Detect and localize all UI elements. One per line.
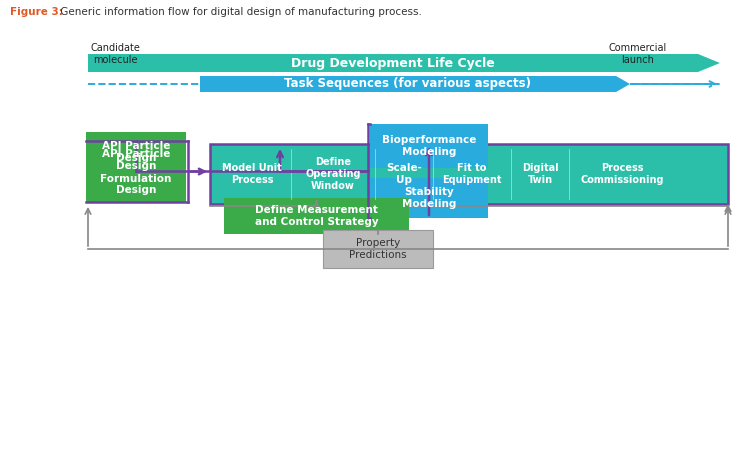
Text: Process
Commissioning: Process Commissioning (580, 163, 664, 185)
FancyBboxPatch shape (370, 178, 488, 218)
FancyBboxPatch shape (86, 141, 186, 179)
Polygon shape (200, 76, 630, 92)
Text: Figure 3:: Figure 3: (10, 7, 63, 17)
Text: API Particle
Design: API Particle Design (102, 149, 170, 171)
Text: Drug Development Life Cycle: Drug Development Life Cycle (291, 57, 495, 69)
Text: API Particle
Design: API Particle Design (102, 141, 170, 163)
Text: Property
Predictions: Property Predictions (350, 238, 406, 260)
Text: Task Sequences (for various aspects): Task Sequences (for various aspects) (284, 77, 532, 90)
FancyBboxPatch shape (370, 124, 488, 168)
Text: Define
Operating
Window: Define Operating Window (305, 158, 361, 191)
FancyBboxPatch shape (86, 167, 186, 202)
Text: Candidate
molecule: Candidate molecule (90, 43, 140, 65)
Text: Formulation
Design: Formulation Design (100, 174, 172, 195)
FancyBboxPatch shape (224, 198, 409, 234)
FancyBboxPatch shape (210, 144, 728, 204)
FancyBboxPatch shape (323, 230, 433, 268)
Text: Generic information flow for digital design of manufacturing process.: Generic information flow for digital des… (57, 7, 422, 17)
Text: Commercial
launch: Commercial launch (609, 43, 668, 65)
Text: Scale-
Up: Scale- Up (386, 163, 422, 185)
Text: Define Measurement
and Control Strategy: Define Measurement and Control Strategy (255, 205, 378, 227)
Polygon shape (490, 78, 560, 90)
Text: Digital
Twin: Digital Twin (522, 163, 558, 185)
Text: Fit to
Equipment: Fit to Equipment (442, 163, 502, 185)
Text: Model Unit
Process: Model Unit Process (222, 163, 282, 185)
Polygon shape (88, 54, 720, 72)
Text: Bioperformance
Modeling: Bioperformance Modeling (382, 135, 476, 157)
Text: Stability
Modeling: Stability Modeling (402, 187, 456, 209)
FancyBboxPatch shape (86, 132, 186, 172)
